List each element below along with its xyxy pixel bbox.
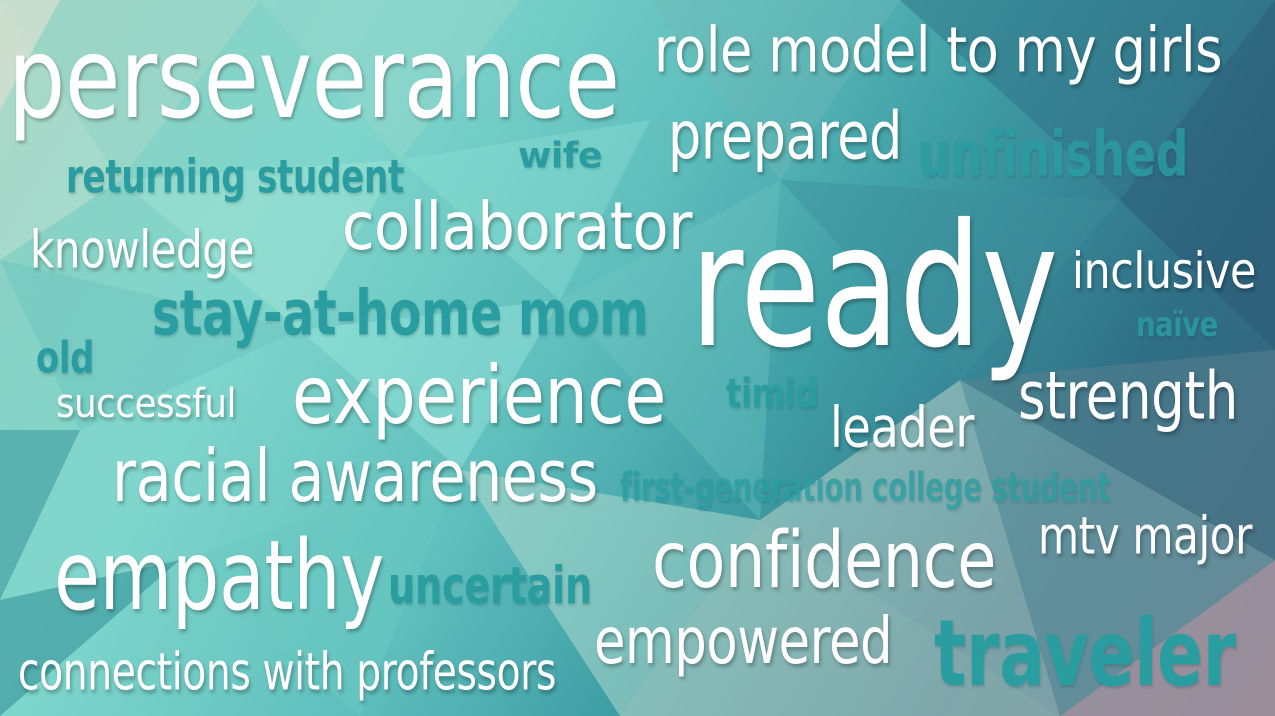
word-timid: timid (726, 371, 818, 417)
word-wife: wife (518, 134, 603, 176)
word-stay-at-home-mom: stay-at-home mom (152, 278, 649, 350)
word-naive: naïve (1136, 305, 1219, 345)
word-old: old (36, 331, 94, 384)
word-collaborator: collaborator (342, 188, 692, 265)
word-perseverance: perseverance (8, 12, 620, 144)
word-confidence: confidence (652, 516, 996, 606)
word-returning-student: returning student (66, 150, 405, 205)
word-uncertain: uncertain (388, 555, 592, 616)
word-role-model: role model to my girls (654, 15, 1223, 87)
word-prepared: prepared (668, 98, 902, 176)
word-empowered: empowered (594, 605, 893, 679)
word-connections: connections with professors (18, 641, 557, 703)
word-knowledge: knowledge (30, 219, 254, 281)
word-inclusive: inclusive (1072, 242, 1257, 300)
word-ready: ready (690, 188, 1058, 386)
word-first-generation: first-generation college student (620, 465, 1111, 511)
word-successful: successful (56, 381, 236, 427)
word-strength: strength (1018, 358, 1238, 436)
word-traveler: traveler (934, 600, 1236, 707)
word-mtv-major: mtv major (1038, 505, 1253, 567)
word-racial-awareness: racial awareness (112, 434, 598, 518)
word-empathy: empathy (54, 520, 384, 632)
word-leader: leader (830, 394, 975, 461)
word-experience: experience (292, 349, 666, 442)
word-unfinished: unfinished (918, 119, 1189, 191)
